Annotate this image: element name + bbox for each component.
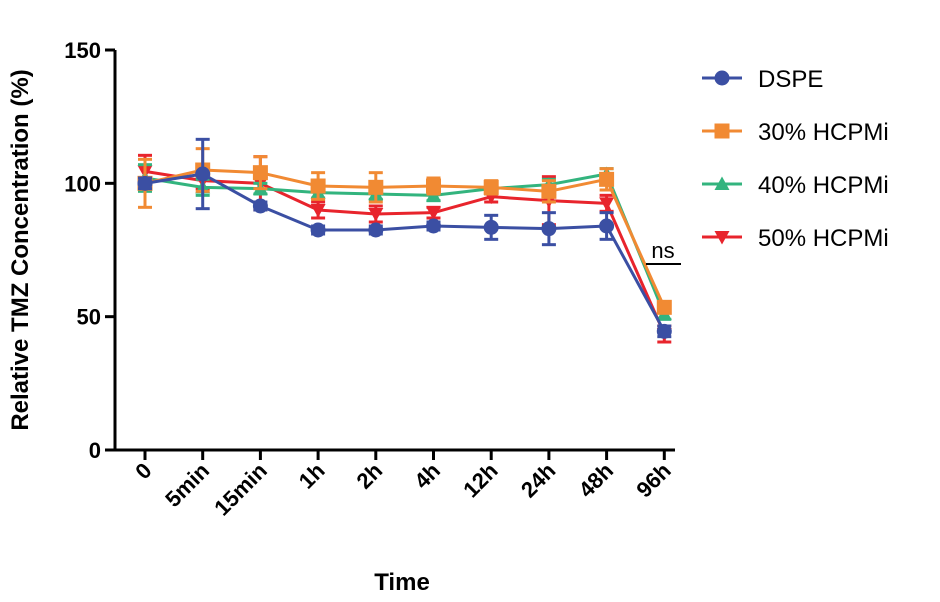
legend-marker bbox=[714, 70, 730, 86]
data-point bbox=[599, 218, 615, 234]
series-30-hcpmi bbox=[137, 147, 672, 315]
x-tick-label: 4h bbox=[409, 458, 445, 494]
legend-label: 30% HCPMi bbox=[758, 119, 889, 146]
y-tick-label: 0 bbox=[89, 438, 101, 463]
x-tick-label: 0 bbox=[130, 458, 156, 484]
axes bbox=[113, 50, 675, 452]
x-tick-label: 48h bbox=[574, 458, 618, 502]
data-point bbox=[541, 183, 557, 199]
y-tick-label: 150 bbox=[64, 38, 101, 63]
series-line bbox=[144, 169, 666, 335]
y-tick-label: 50 bbox=[77, 305, 101, 330]
series-dspe bbox=[137, 137, 672, 339]
data-point bbox=[426, 206, 441, 221]
data-point bbox=[310, 222, 326, 238]
series-line bbox=[144, 172, 666, 315]
data-point bbox=[368, 208, 384, 222]
data-point bbox=[310, 204, 326, 218]
data-point bbox=[310, 178, 326, 194]
x-axis-title: Time bbox=[374, 569, 430, 596]
y-tick-label: 100 bbox=[64, 171, 101, 196]
legend-marker bbox=[714, 231, 730, 245]
series-line bbox=[144, 172, 666, 333]
x-tick-label: 1h bbox=[294, 458, 330, 494]
legend-item: 30% HCPMi bbox=[702, 119, 889, 146]
x-tick-label: 12h bbox=[458, 458, 502, 502]
data-point bbox=[541, 221, 557, 237]
data-point bbox=[483, 179, 499, 195]
data-point bbox=[426, 178, 441, 194]
data-point bbox=[368, 222, 384, 238]
x-tick-label: 15min bbox=[209, 458, 272, 521]
series-line bbox=[144, 168, 666, 308]
x-tick-label: 24h bbox=[516, 458, 560, 502]
significance-annotation: ns bbox=[646, 238, 681, 265]
data-point bbox=[599, 197, 615, 211]
y-ticks: 0 50 100 150 bbox=[64, 38, 115, 463]
x-tick-label: 96h bbox=[631, 458, 675, 502]
data-point bbox=[599, 171, 615, 187]
legend-item: 40% HCPMi bbox=[702, 172, 889, 199]
legend: DSPE 30% HCPMi 40% HCPMi 50% HCPMi bbox=[702, 66, 889, 252]
series-layer bbox=[137, 137, 672, 344]
data-point bbox=[426, 218, 441, 234]
x-tick-label: 5min bbox=[160, 458, 214, 512]
data-point bbox=[656, 323, 672, 339]
data-point bbox=[368, 179, 384, 195]
legend-marker bbox=[714, 123, 730, 139]
legend-marker bbox=[714, 176, 730, 190]
legend-item: DSPE bbox=[702, 66, 823, 93]
y-axis-title: Relative TMZ Concentration (%) bbox=[7, 69, 34, 430]
data-point bbox=[137, 175, 153, 191]
data-point bbox=[656, 299, 672, 315]
legend-label: 40% HCPMi bbox=[758, 172, 889, 199]
legend-label: 50% HCPMi bbox=[758, 225, 889, 252]
data-point bbox=[252, 165, 268, 181]
legend-label: DSPE bbox=[758, 66, 823, 93]
legend-item: 50% HCPMi bbox=[702, 225, 889, 252]
annotation-ns: ns bbox=[651, 238, 674, 263]
data-point bbox=[195, 166, 211, 182]
data-point bbox=[252, 198, 268, 214]
x-tick-label: 2h bbox=[351, 458, 387, 494]
data-point bbox=[483, 219, 499, 235]
